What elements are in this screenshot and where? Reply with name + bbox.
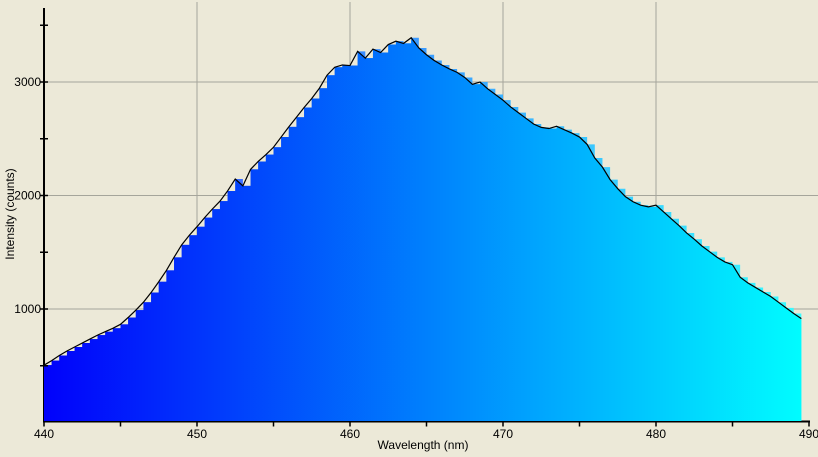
y-tick-label: 2000 (14, 189, 41, 203)
spectrum-area-fill (44, 37, 802, 422)
y-tick-label: 1000 (14, 302, 41, 316)
spectrum-trace-line (43, 36, 802, 366)
axis-ticks (40, 24, 810, 427)
x-axis-title: Wavelength (nm) (378, 438, 469, 452)
y-tick-label: 3000 (14, 75, 41, 89)
y-axis-title: Intensity (counts) (3, 168, 17, 259)
x-tick-label: 440 (34, 427, 54, 441)
x-tick-label: 490 (799, 427, 818, 441)
x-tick-label: 470 (493, 427, 513, 441)
axis-tick-labels: 440 450 460 470 480 490 1000 2000 3000 (14, 75, 818, 441)
x-tick-label: 450 (187, 427, 207, 441)
x-tick-label: 480 (646, 427, 666, 441)
x-tick-label: 460 (340, 427, 360, 441)
